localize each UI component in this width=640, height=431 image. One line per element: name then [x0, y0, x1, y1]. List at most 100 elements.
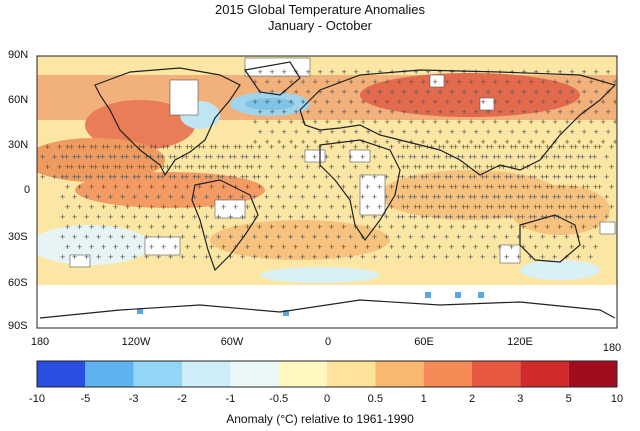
hatch-mark: + [341, 222, 346, 232]
hatch-mark: + [450, 87, 455, 97]
hatch-mark: + [474, 107, 479, 117]
hatch-mark: + [244, 152, 249, 162]
hatch-mark: + [558, 107, 563, 117]
hatch-mark: + [353, 182, 358, 192]
hatch-mark: + [594, 87, 599, 97]
hatch-mark: + [449, 242, 454, 252]
hatch-mark: + [589, 77, 594, 87]
hatch-mark: + [508, 152, 513, 162]
hatch-mark: + [480, 152, 485, 162]
hatch-mark: + [124, 172, 129, 182]
hatch-mark: + [481, 77, 486, 87]
hatch-mark: + [216, 232, 221, 242]
hatch-mark: + [436, 172, 441, 182]
hatch-mark: + [448, 152, 453, 162]
hatch-mark: + [449, 162, 454, 172]
hatch-mark: + [546, 127, 551, 137]
hatch-mark: + [192, 232, 197, 242]
hatch-mark: + [541, 117, 546, 127]
colorbar-segment [278, 361, 327, 387]
hatch-mark: + [204, 172, 209, 182]
hatch-mark: + [504, 212, 509, 222]
hatch-mark: + [324, 252, 329, 262]
lat-label-30n: 30N [8, 139, 29, 151]
hatch-mark: + [385, 97, 390, 107]
hatch-mark: + [148, 172, 153, 182]
hatch-mark: + [197, 182, 202, 192]
hatch-mark: + [462, 87, 467, 97]
hatch-mark: + [149, 142, 154, 152]
hatch-mark: + [568, 172, 573, 182]
hatch-mark: + [437, 242, 442, 252]
hatch-mark: + [282, 127, 287, 137]
hatch-mark: + [537, 162, 542, 172]
hatch-mark: + [408, 212, 413, 222]
hatch-mark: + [52, 172, 57, 182]
colorbar-segment [230, 361, 279, 387]
hatch-mark: + [570, 87, 575, 97]
hatch-mark: + [101, 142, 106, 152]
hatch-mark: + [561, 162, 566, 172]
hatch-mark: + [293, 142, 298, 152]
hatch-mark: + [84, 212, 89, 222]
hatch-mark: + [417, 202, 422, 212]
hatch-mark: + [561, 142, 566, 152]
hatch-mark: + [397, 137, 402, 147]
hatch-mark: + [366, 67, 371, 77]
hatch-mark: + [385, 137, 390, 147]
hatch-mark: + [81, 142, 86, 152]
hatch-mark: + [438, 127, 443, 137]
hatch-mark: + [472, 172, 477, 182]
hatch-mark: + [209, 202, 214, 212]
hatch-mark: + [509, 242, 514, 252]
hatch-mark: + [401, 142, 406, 152]
hatch-mark: + [573, 202, 578, 212]
hatch-mark: + [252, 212, 257, 222]
north-america-coast [94, 67, 241, 177]
hatch-mark: + [544, 172, 549, 182]
hatch-mark: + [197, 222, 202, 232]
hatch-mark: + [65, 202, 70, 212]
hatch-mark: + [509, 202, 514, 212]
hatch-mark: + [113, 142, 118, 152]
hatch-mark: + [582, 67, 587, 77]
hatch-mark: + [144, 192, 149, 202]
hatch-mark: + [197, 162, 202, 172]
hatch-mark: + [472, 192, 477, 202]
hatch-mark: + [472, 152, 477, 162]
hatch-mark: + [165, 162, 170, 172]
hatch-mark: + [520, 192, 525, 202]
hatch-mark: + [129, 142, 134, 152]
hatch-mark: + [484, 212, 489, 222]
hatch-mark: + [329, 162, 334, 172]
hatch-mark: + [564, 212, 569, 222]
siberia-warm-anomaly [360, 73, 580, 117]
hatch-mark: + [341, 182, 346, 192]
hatch-mark: + [564, 172, 569, 182]
hatch-mark: + [221, 242, 226, 252]
hatch-mark: + [289, 77, 294, 87]
hatch-mark: + [149, 242, 154, 252]
hatch-mark: + [556, 152, 561, 162]
hatch-mark: + [132, 252, 137, 262]
hatch-mark: + [509, 162, 514, 172]
hatch-mark: + [101, 162, 106, 172]
hatch-mark: + [565, 117, 570, 127]
hatch-mark: + [576, 212, 581, 222]
hatch-mark: + [349, 97, 354, 107]
hatch-mark: + [513, 202, 518, 212]
hatch-mark: + [225, 142, 230, 152]
hatch-mark: + [161, 182, 166, 192]
hatch-mark: + [540, 172, 545, 182]
hatch-mark: + [585, 182, 590, 192]
hatch-mark: + [233, 162, 238, 172]
hatch-mark: + [192, 212, 197, 222]
hatch-mark: + [534, 107, 539, 117]
hatch-mark: + [413, 242, 418, 252]
hatch-mark: + [449, 182, 454, 192]
hatch-mark: + [337, 137, 342, 147]
hatch-mark: + [456, 212, 461, 222]
hatch-mark: + [60, 232, 65, 242]
hatch-mark: + [426, 87, 431, 97]
hatch-mark: + [189, 162, 194, 172]
